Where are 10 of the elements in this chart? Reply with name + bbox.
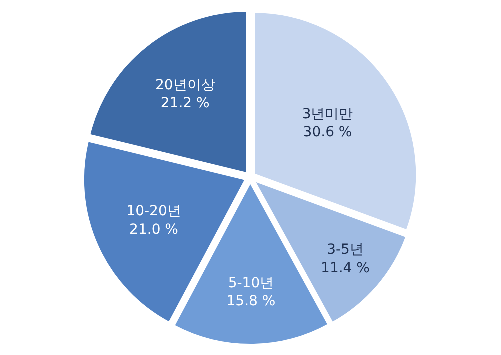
data-label: 15.8 % [226,294,276,310]
data-label: 30.6 % [303,124,352,141]
slice-label: 20년이상 [155,78,216,94]
slice-label: 10-20년 [126,204,182,220]
slice-label: 5-10년 [228,275,274,292]
slice-label: 3년미만 [302,106,354,122]
data-label: 11.4 % [321,260,370,276]
data-label: 21.0 % [130,222,178,238]
slice-label: 3-5년 [327,242,364,258]
data-label: 21.2 % [160,96,210,112]
